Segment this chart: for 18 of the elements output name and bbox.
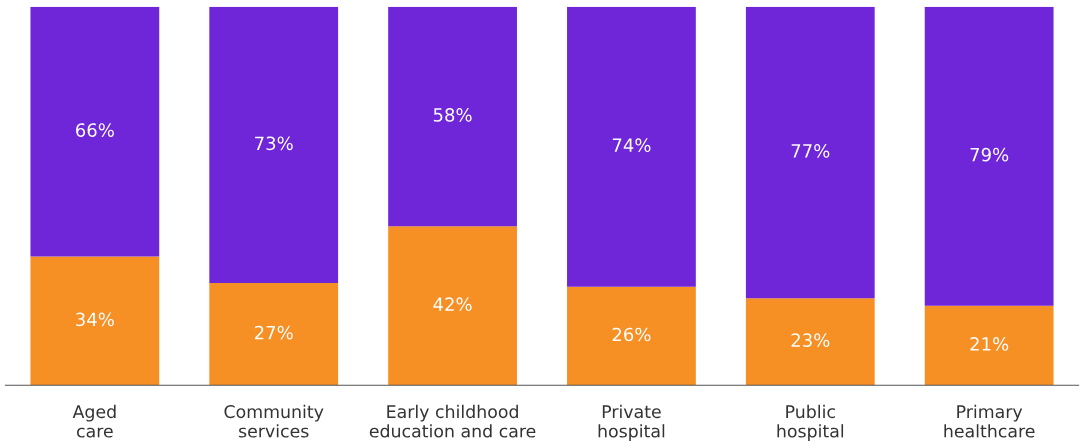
- data-label: 74%: [612, 138, 651, 153]
- data-label: 77%: [791, 144, 830, 158]
- data-label: 42%: [433, 297, 472, 312]
- data-label: 26%: [612, 327, 651, 342]
- data-label: 66%: [76, 123, 114, 137]
- data-label: 27%: [254, 325, 293, 340]
- x-tick-label: Public hospital: [777, 404, 844, 441]
- data-label: 21%: [970, 337, 1009, 351]
- x-tick-label: Aged care: [72, 404, 116, 438]
- x-tick-label: Primary healthcare: [944, 404, 1035, 438]
- x-tick-label: Early childhood education and care: [369, 404, 536, 438]
- data-label: 79%: [970, 147, 1009, 162]
- data-label: 58%: [433, 108, 472, 122]
- data-label: 73%: [255, 136, 293, 151]
- x-tick-label: Community services: [224, 404, 324, 438]
- data-label: 23%: [791, 333, 830, 347]
- data-label: 34%: [76, 312, 114, 327]
- x-tick-label: Private hospital: [598, 404, 665, 441]
